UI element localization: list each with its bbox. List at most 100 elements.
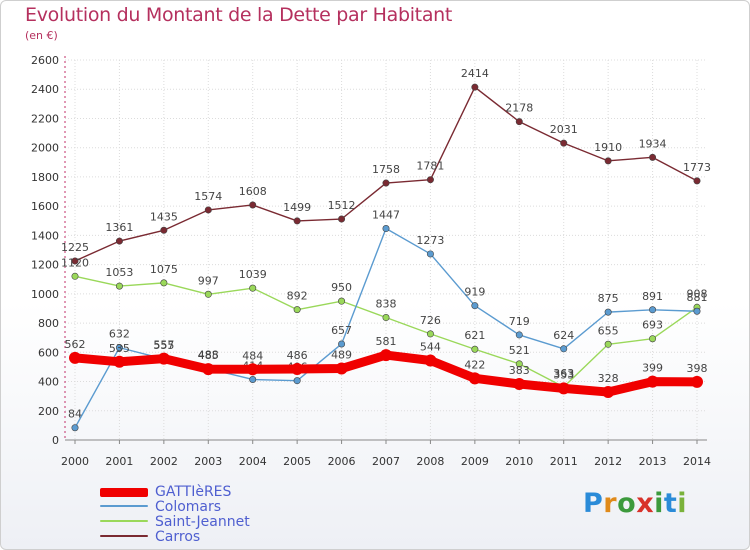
data-label-saint-jeannet: 1039 [239,268,267,281]
logo-letter: t [663,488,678,519]
data-point-carros [249,201,257,209]
data-point-saint-jeannet [382,314,390,322]
data-label-colomars: 555 [153,339,174,352]
data-point-gatti-res [557,382,570,395]
data-label-gatti-res: 489 [331,349,352,362]
data-label-gatti-res: 353 [553,368,574,381]
data-label-colomars: 488 [198,349,219,362]
data-point-saint-jeannet [515,360,523,368]
x-tick-label: 2004 [239,455,267,468]
x-tick-label: 2011 [550,455,578,468]
data-point-saint-jeannet [115,282,123,290]
data-point-gatti-res [69,351,81,364]
data-label-saint-jeannet: 521 [509,344,530,357]
data-label-gatti-res: 535 [109,342,130,355]
data-point-colomars [426,250,434,258]
legend-item-gattieres: GATTIèRES [100,484,360,500]
x-tick-label: 2009 [461,455,489,468]
data-label-gatti-res: 486 [287,349,308,362]
data-point-colomars [382,225,390,233]
data-label-saint-jeannet: 908 [687,287,708,300]
data-label-colomars: 624 [553,329,574,342]
x-tick-label: 2006 [328,455,356,468]
data-label-saint-jeannet: 997 [198,274,219,287]
y-tick-label: 1200 [31,259,59,272]
data-point-gatti-res [602,386,615,399]
x-tick-label: 2003 [194,455,222,468]
legend-swatch-carros [100,535,148,537]
data-point-colomars [471,302,479,310]
data-point-gatti-res [646,375,659,388]
legend-swatch-colomars [100,505,148,507]
data-point-colomars [293,377,301,385]
logo-letter: P [583,488,604,519]
data-point-gatti-res [335,362,348,375]
data-point-gatti-res [513,378,526,391]
data-point-gatti-res [157,352,170,365]
data-label-saint-jeannet: 1075 [150,263,178,276]
x-tick-label: 2000 [61,455,89,468]
data-label-gatti-res: 544 [420,340,441,353]
data-point-carros [338,215,346,223]
logo-letter: i [654,488,664,519]
data-point-carros [115,237,123,245]
legend-label-saint-jeannet: Saint-Jeannet [155,514,250,530]
data-point-colomars [338,340,346,348]
data-label-saint-jeannet: 892 [287,290,308,303]
data-label-saint-jeannet: 621 [464,329,485,342]
data-point-gatti-res [202,363,215,376]
data-label-carros: 1934 [639,137,667,150]
x-tick-label: 2008 [416,455,444,468]
data-label-gatti-res: 398 [687,362,708,375]
logo-letter: i [677,488,688,519]
y-tick-label: 1000 [31,288,59,301]
x-tick-label: 2002 [150,455,178,468]
data-label-saint-jeannet: 363 [553,367,574,380]
data-label-carros: 2414 [461,67,489,80]
y-tick-label: 2000 [31,142,59,155]
data-point-saint-jeannet [204,290,212,298]
x-tick-label: 2005 [283,455,311,468]
x-tick-label: 2001 [105,455,133,468]
data-label-saint-jeannet: 726 [420,314,441,327]
x-tick-label: 2010 [505,455,533,468]
data-label-gatti-res: 485 [198,349,219,362]
logo-letter: r [603,488,618,519]
data-label-colomars: 881 [687,291,708,304]
data-label-colomars: 875 [598,292,619,305]
data-point-carros [160,226,168,234]
y-tick-label: 1800 [31,171,59,184]
x-tick-label: 2014 [683,455,711,468]
data-point-carros [515,118,523,126]
data-point-saint-jeannet [338,297,346,305]
data-point-saint-jeannet [160,279,168,287]
data-label-colomars: 1273 [416,234,444,247]
data-label-carros: 1225 [61,241,89,254]
data-label-carros: 1574 [194,190,222,203]
data-point-gatti-res [468,372,481,385]
data-label-saint-jeannet: 1053 [105,266,133,279]
data-point-carros [382,179,390,187]
data-point-gatti-res [246,363,259,376]
data-point-saint-jeannet [471,345,479,353]
y-tick-label: 2600 [31,54,59,67]
logo-letter: x [636,488,655,519]
data-point-colomars [649,306,657,314]
data-point-saint-jeannet [71,272,79,280]
legend-item-saint-jeannet: Saint-Jeannet [100,514,360,530]
data-label-gatti-res: 422 [464,358,485,371]
data-label-carros: 1435 [150,210,178,223]
data-point-colomars [71,424,79,432]
data-point-saint-jeannet [426,330,434,338]
y-tick-label: 2200 [31,112,59,125]
chart-title: Evolution du Montant de la Dette par Hab… [25,4,453,26]
data-point-colomars [515,331,523,339]
data-point-carros [693,177,701,185]
logo-letter: o [617,488,637,519]
data-point-carros [560,139,568,147]
data-point-carros [71,257,79,265]
data-label-carros: 2178 [505,102,533,115]
data-label-colomars: 657 [331,324,352,337]
